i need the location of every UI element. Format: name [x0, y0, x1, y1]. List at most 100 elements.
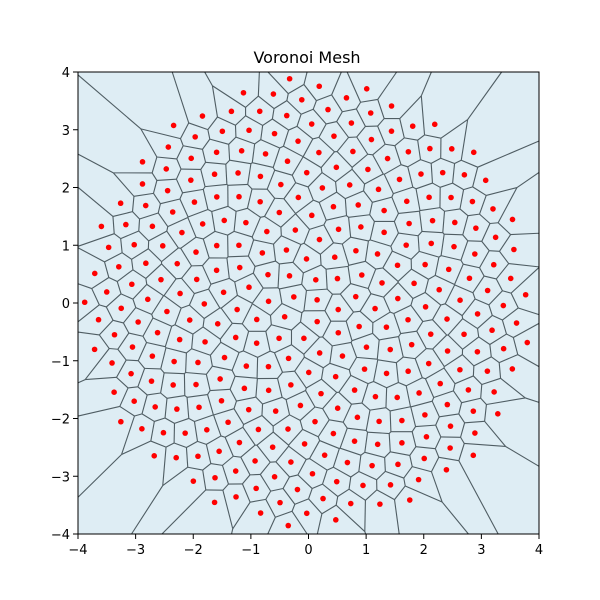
voronoi-edge [128, 332, 144, 337]
voronoi-edge [525, 397, 540, 403]
voronoi-edge [264, 197, 276, 217]
voronoi-edge [283, 182, 297, 200]
seed-point [374, 441, 381, 448]
voronoi-edge [275, 445, 290, 463]
voronoi-edge [390, 232, 399, 247]
voronoi-edge [274, 344, 292, 354]
voronoi-edge [207, 394, 214, 416]
voronoi-edge [339, 447, 362, 456]
seed-point [492, 234, 499, 241]
seed-point [312, 276, 319, 283]
seed-point [195, 453, 201, 460]
voronoi-edge [497, 222, 511, 235]
voronoi-edge [240, 456, 251, 476]
voronoi-edge [307, 186, 314, 201]
voronoi-edge [391, 196, 399, 214]
voronoi-edge [163, 295, 182, 309]
voronoi-edge [440, 182, 453, 188]
seed-point [236, 439, 243, 446]
voronoi-edge [205, 365, 213, 375]
voronoi-edge [321, 378, 338, 393]
voronoi-edge [91, 277, 110, 290]
seed-point [174, 260, 181, 267]
voronoi-edge [288, 445, 307, 460]
voronoi-edge [288, 429, 304, 446]
voronoi-edge [208, 288, 221, 309]
voronoi-edge [303, 354, 305, 358]
seed-point [265, 298, 272, 305]
voronoi-edge [416, 321, 424, 332]
voronoi-edge [313, 199, 320, 203]
voronoi-edge [316, 513, 323, 535]
seed-point [330, 203, 337, 210]
seed-point [439, 169, 446, 176]
voronoi-edge [105, 306, 114, 321]
voronoi-edge [210, 462, 223, 466]
voronoi-edge [202, 186, 206, 190]
voronoi-edge [266, 169, 276, 190]
voronoi-edge [163, 278, 177, 296]
seed-point [384, 155, 391, 162]
voronoi-edge [122, 322, 130, 334]
voronoi-edge [388, 431, 392, 434]
voronoi-edge [161, 247, 179, 263]
voronoi-edge [397, 268, 412, 282]
voronoi-edge [261, 403, 264, 416]
voronoi-edge [283, 145, 304, 158]
voronoi-edge [265, 331, 271, 352]
voronoi-edge [161, 263, 177, 280]
voronoi-edge [404, 137, 418, 141]
voronoi-edge [167, 217, 189, 228]
seed-point [228, 108, 235, 115]
voronoi-edge [202, 318, 205, 328]
voronoi-edge [367, 268, 377, 289]
voronoi-edge [319, 254, 322, 265]
voronoi-edge [364, 451, 385, 459]
voronoi-edge [213, 408, 235, 416]
voronoi-edge [417, 140, 422, 160]
voronoi-edge [291, 344, 305, 355]
voronoi-edge [295, 182, 309, 188]
voronoi-edge [151, 295, 164, 315]
voronoi-edge [309, 440, 321, 459]
voronoi-edge [326, 288, 333, 295]
seed-point [285, 426, 291, 432]
voronoi-edge [412, 466, 432, 473]
seed-point [135, 319, 141, 325]
voronoi-edge [235, 115, 246, 126]
voronoi-edge [415, 182, 433, 190]
voronoi-edge [370, 293, 384, 298]
voronoi-edge [252, 272, 264, 289]
voronoi-edge [225, 164, 228, 185]
voronoi-edge [226, 257, 230, 279]
voronoi-edge [309, 224, 325, 230]
seed-point [142, 202, 149, 209]
seed-point [333, 478, 340, 485]
voronoi-edge [151, 314, 154, 319]
voronoi-edge [207, 208, 212, 212]
voronoi-edge [321, 172, 336, 183]
seed-point [447, 423, 454, 429]
voronoi-edge [287, 84, 305, 95]
seed-point [257, 173, 264, 180]
voronoi-edge [369, 239, 391, 247]
voronoi-edge [421, 230, 443, 234]
voronoi-edge [204, 183, 227, 188]
voronoi-edge [152, 193, 161, 204]
voronoi-edge [132, 211, 140, 220]
voronoi-edge [389, 311, 395, 315]
voronoi-edge [132, 269, 147, 279]
seed-point [403, 198, 410, 205]
voronoi-edge [165, 442, 175, 448]
voronoi-edge [367, 153, 373, 156]
voronoi-edge [394, 485, 406, 500]
seed-point [154, 329, 161, 336]
seed-point [470, 452, 477, 459]
voronoi-edge [367, 288, 372, 294]
voronoi-edge [121, 440, 152, 455]
voronoi-edge [385, 387, 388, 408]
voronoi-edge [339, 283, 352, 295]
seed-point [330, 430, 337, 437]
voronoi-edge [440, 303, 446, 306]
voronoi-edge [251, 143, 256, 163]
